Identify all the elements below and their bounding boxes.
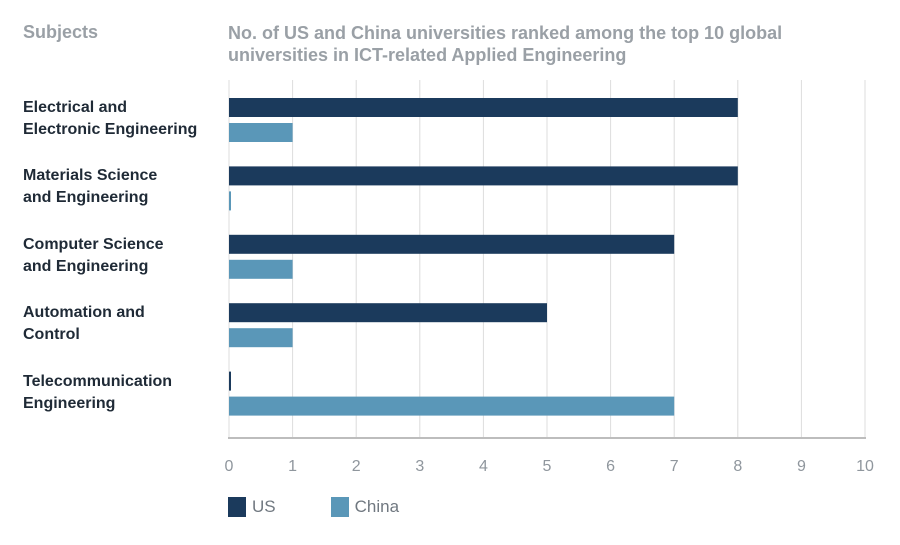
x-tick-label-8: 8 xyxy=(733,458,742,475)
legend-label-us: US xyxy=(252,497,276,516)
category-label-0-line-1: Electronic Engineering xyxy=(23,121,198,138)
bar-us-4 xyxy=(229,371,231,391)
bars xyxy=(229,98,738,416)
bar-china-4 xyxy=(229,396,675,416)
category-label-3-line-1: Control xyxy=(23,326,80,344)
category-label-1-line-0: Materials Science xyxy=(23,167,158,185)
bar-china-1 xyxy=(229,191,231,211)
legend-swatch-us xyxy=(228,497,246,517)
category-label-4: Telecommunication Engineering xyxy=(23,371,213,415)
category-label-0-line-0: Electrical and xyxy=(23,99,128,116)
category-label-1: Materials Science and Engineering xyxy=(23,165,213,209)
x-tick-label-10: 10 xyxy=(856,458,874,475)
chart-title-line-1: No. of US and China universities ranked … xyxy=(228,23,783,43)
category-label-2: Computer Science and Engineering xyxy=(23,234,213,278)
bar-china-3 xyxy=(229,328,293,348)
x-tick-label-2: 2 xyxy=(352,458,361,475)
category-label-0: Electrical and Electronic Engineering xyxy=(23,97,213,141)
legend-item-us: US xyxy=(228,497,276,517)
bar-us-1 xyxy=(229,166,738,186)
bar-china-0 xyxy=(229,123,293,142)
x-tick-label-3: 3 xyxy=(415,458,424,475)
bar-us-0 xyxy=(229,98,738,117)
legend-item-china: China xyxy=(330,497,400,517)
x-tick-label-7: 7 xyxy=(670,458,679,475)
subjects-header: Subjects xyxy=(23,22,99,42)
x-axis: 0 1 2 3 4 5 6 7 8 9 10 xyxy=(225,437,874,475)
legend: US China xyxy=(228,497,454,517)
chart-title-line-2: universities in ICT-related Applied Engi… xyxy=(228,45,627,65)
x-tick-label-4: 4 xyxy=(479,458,488,475)
x-tick-label-6: 6 xyxy=(606,458,615,475)
category-label-1-line-1: and Engineering xyxy=(23,189,149,207)
x-tick-label-9: 9 xyxy=(797,458,806,475)
category-label-2-line-0: Computer Science xyxy=(23,235,164,253)
x-tick-label-0: 0 xyxy=(225,458,234,475)
bar-china-2 xyxy=(229,259,293,279)
category-label-2-line-1: and Engineering xyxy=(23,257,149,275)
legend-label-china: China xyxy=(354,497,400,516)
x-tick-label-1: 1 xyxy=(288,458,297,475)
bar-us-3 xyxy=(229,303,547,323)
legend-swatch-china xyxy=(330,497,349,517)
grid-lines xyxy=(228,80,866,438)
chart-title: No. of US and China universities ranked … xyxy=(228,22,868,66)
category-label-4-line-0: Telecommunication xyxy=(23,372,173,390)
x-tick-label-5: 5 xyxy=(543,458,552,475)
bar-us-2 xyxy=(229,234,675,254)
category-label-4-line-1: Engineering xyxy=(23,394,116,412)
category-label-3: Automation and Control xyxy=(23,302,213,346)
category-label-3-line-0: Automation and xyxy=(23,304,145,322)
